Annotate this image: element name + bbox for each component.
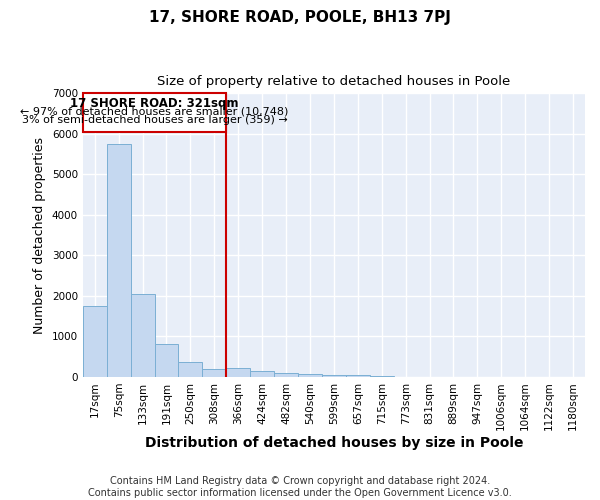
Text: ← 97% of detached houses are smaller (10,748): ← 97% of detached houses are smaller (10… bbox=[20, 106, 289, 117]
X-axis label: Distribution of detached houses by size in Poole: Distribution of detached houses by size … bbox=[145, 436, 523, 450]
Bar bbox=[322, 375, 346, 377]
Bar bbox=[274, 373, 298, 377]
Bar bbox=[370, 376, 394, 377]
Bar bbox=[155, 344, 178, 377]
Bar bbox=[298, 374, 322, 377]
Bar bbox=[346, 375, 370, 377]
Bar bbox=[107, 144, 131, 377]
Y-axis label: Number of detached properties: Number of detached properties bbox=[33, 136, 46, 334]
Text: 3% of semi-detached houses are larger (359) →: 3% of semi-detached houses are larger (3… bbox=[22, 116, 287, 126]
Bar bbox=[83, 94, 226, 132]
Title: Size of property relative to detached houses in Poole: Size of property relative to detached ho… bbox=[157, 75, 511, 88]
Bar bbox=[178, 362, 202, 377]
Bar bbox=[250, 371, 274, 377]
Text: Contains HM Land Registry data © Crown copyright and database right 2024.
Contai: Contains HM Land Registry data © Crown c… bbox=[88, 476, 512, 498]
Bar bbox=[226, 368, 250, 377]
Bar bbox=[202, 368, 226, 377]
Bar bbox=[83, 306, 107, 377]
Bar bbox=[131, 294, 155, 377]
Text: 17 SHORE ROAD: 321sqm: 17 SHORE ROAD: 321sqm bbox=[70, 97, 239, 110]
Text: 17, SHORE ROAD, POOLE, BH13 7PJ: 17, SHORE ROAD, POOLE, BH13 7PJ bbox=[149, 10, 451, 25]
